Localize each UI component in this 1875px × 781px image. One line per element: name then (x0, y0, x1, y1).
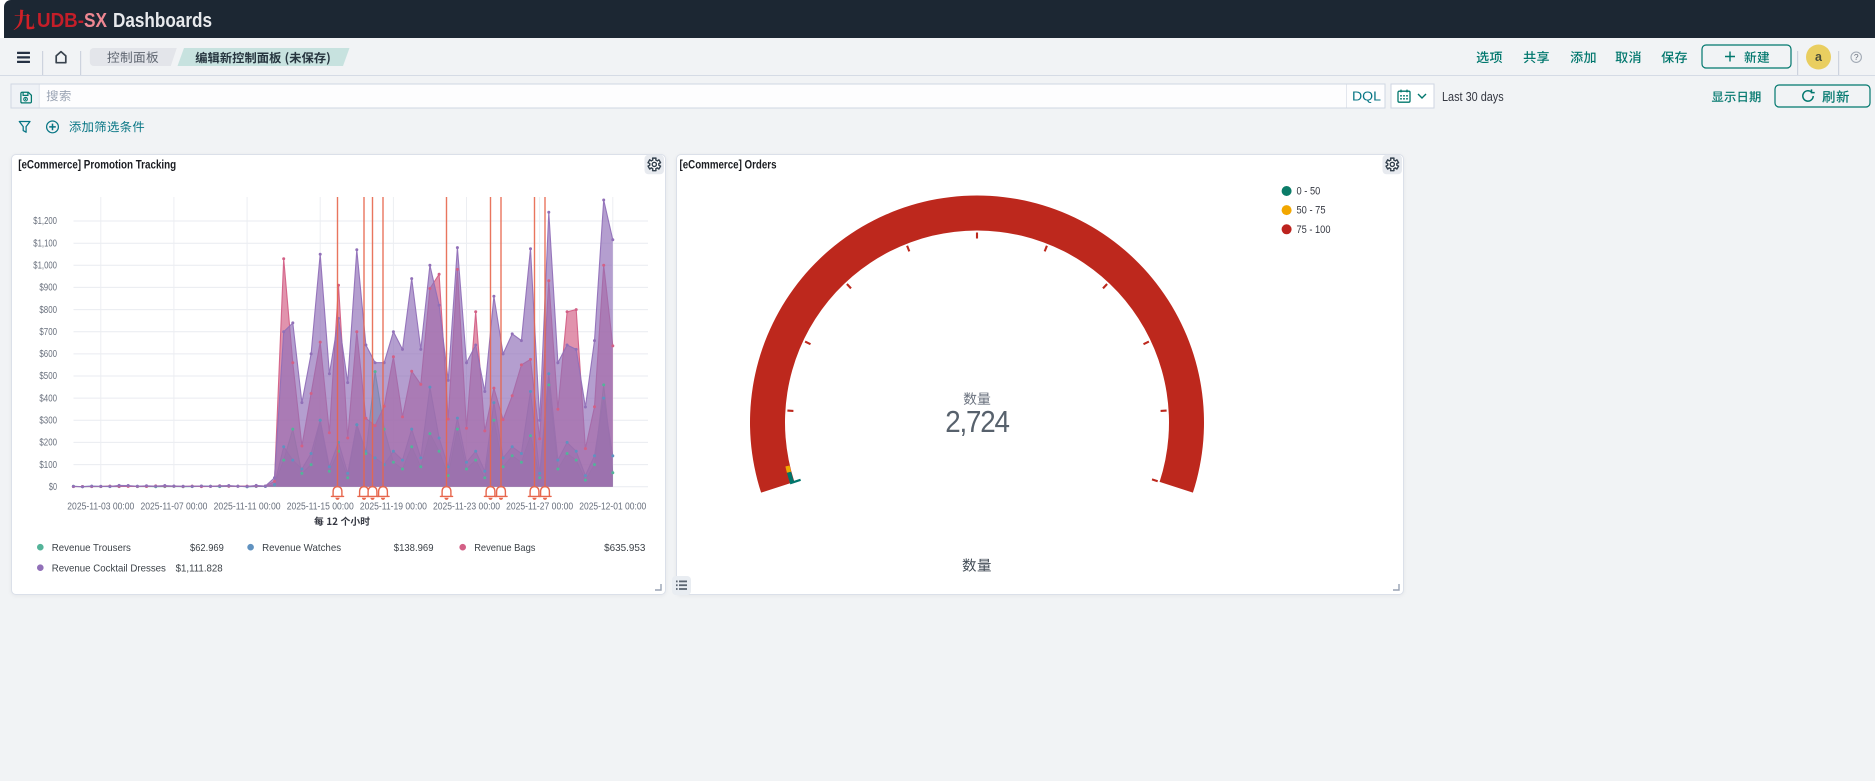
svg-text:75 - 100: 75 - 100 (1297, 224, 1331, 236)
svg-text:$1,100: $1,100 (33, 238, 57, 249)
svg-text:$1,000: $1,000 (33, 261, 57, 272)
svg-text:$200: $200 (39, 438, 57, 449)
svg-text:$900: $900 (39, 283, 57, 294)
svg-text:[eCommerce] Orders: [eCommerce] Orders (680, 159, 777, 171)
svg-text:2025-11-11 00:00: 2025-11-11 00:00 (214, 501, 281, 512)
svg-text:$300: $300 (39, 415, 57, 426)
svg-text:Last 30 days: Last 30 days (1442, 90, 1504, 104)
svg-text:$138.969: $138.969 (394, 542, 434, 554)
svg-text:2025-11-27 00:00: 2025-11-27 00:00 (506, 501, 573, 512)
svg-text:2025-12-01 00:00: 2025-12-01 00:00 (579, 501, 646, 512)
svg-text:2025-11-03 00:00: 2025-11-03 00:00 (67, 501, 134, 512)
svg-text:$1,200: $1,200 (33, 216, 57, 227)
svg-text:?: ? (1854, 52, 1859, 62)
svg-text:Revenue Bags: Revenue Bags (474, 542, 535, 554)
svg-text:Revenue Watches: Revenue Watches (262, 542, 341, 554)
svg-text:$500: $500 (39, 371, 57, 382)
svg-text:$62.969: $62.969 (190, 542, 224, 554)
svg-text:2025-11-23 00:00: 2025-11-23 00:00 (433, 501, 500, 512)
svg-text:$100: $100 (39, 460, 57, 471)
svg-text:Revenue Trousers: Revenue Trousers (52, 542, 131, 554)
svg-text:$400: $400 (39, 393, 57, 404)
svg-text:2,724: 2,724 (945, 404, 1010, 439)
svg-text:DQL: DQL (1352, 89, 1381, 104)
svg-text:$700: $700 (39, 327, 57, 338)
svg-text:$800: $800 (39, 305, 57, 316)
svg-text:2025-11-19 00:00: 2025-11-19 00:00 (360, 501, 427, 512)
svg-text:2025-11-07 00:00: 2025-11-07 00:00 (140, 501, 207, 512)
svg-text:$635.953: $635.953 (604, 542, 645, 554)
svg-text:Revenue Cocktail Dresses: Revenue Cocktail Dresses (52, 562, 166, 574)
svg-text:$0: $0 (49, 482, 57, 493)
svg-text:$1,111.828: $1,111.828 (176, 562, 223, 574)
svg-text:SX: SX (84, 9, 107, 32)
svg-text:50 - 75: 50 - 75 (1297, 205, 1326, 217)
svg-text:a: a (1815, 50, 1823, 64)
svg-text:2025-11-15 00:00: 2025-11-15 00:00 (287, 501, 354, 512)
svg-text:$600: $600 (39, 349, 57, 360)
svg-text:[eCommerce] Promotion Tracking: [eCommerce] Promotion Tracking (18, 159, 176, 171)
svg-text:Dashboards: Dashboards (113, 9, 212, 32)
svg-text:0 - 50: 0 - 50 (1297, 186, 1321, 198)
svg-text:UDB-: UDB- (37, 9, 84, 32)
